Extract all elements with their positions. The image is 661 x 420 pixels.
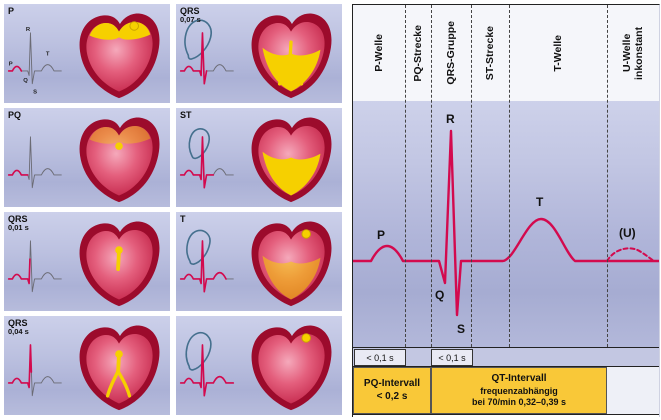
heart-illustration <box>79 13 160 99</box>
column-separator <box>405 5 406 347</box>
phase-panel-pq: PQ <box>4 108 170 207</box>
ecg-interval-diagram: P-Welle PQ-Strecke QRS-Gruppe ST-Strecke… <box>352 4 660 417</box>
column-separator <box>471 5 472 347</box>
pq-interval-box: PQ-Intervall < 0,2 s <box>353 367 431 414</box>
ecg-trace-area: P R Q S T (U) <box>353 101 659 347</box>
wave-label-u: (U) <box>619 226 636 240</box>
column-separator <box>431 5 432 347</box>
wave-label-s: S <box>457 322 465 336</box>
phase-panel-st: ST <box>176 108 342 207</box>
phase-panel-qrs-007: QRS 0,07 s <box>176 4 342 103</box>
vector-loop <box>188 128 211 160</box>
phase-label: QRS 0,04 s <box>8 318 29 337</box>
wave-label-q: Q <box>435 288 444 302</box>
heart-illustration <box>251 221 332 307</box>
column-u-welle: U-Welle inkonstant <box>620 26 645 80</box>
phase-panel-p: P P R Q S T <box>4 4 170 103</box>
heart-illustration <box>79 221 160 307</box>
mini-ecg <box>7 344 62 397</box>
heart-illustration <box>79 325 160 411</box>
phase-panel-t: T <box>176 212 342 311</box>
wave-label-p: P <box>377 228 385 242</box>
wave-label-t: T <box>536 195 544 209</box>
column-st-strecke: ST-Strecke <box>483 25 496 81</box>
phase-panel-qrs-001: QRS 0,01 s <box>4 212 170 311</box>
phase-label: P <box>8 6 15 16</box>
phase-grid: P P R Q S T QRS 0,07 s <box>4 4 342 415</box>
phase-panel-qrs-004: QRS 0,04 s <box>4 316 170 415</box>
column-t-welle: T-Welle <box>551 34 564 72</box>
column-pq-strecke: PQ-Strecke <box>411 24 424 82</box>
interval-row: PQ-Intervall < 0,2 s QT-Intervall freque… <box>353 367 659 415</box>
column-p-welle: P-Welle <box>372 34 385 72</box>
wave-letter-p: P <box>9 62 13 68</box>
mini-ecg <box>179 240 234 293</box>
duration-row: < 0,1 s < 0,1 s <box>353 347 659 367</box>
heart-illustration <box>251 13 332 99</box>
mini-ecg <box>179 344 235 397</box>
qt-interval-box: QT-Intervall frequenzabhängig bei 70/min… <box>431 367 607 414</box>
column-header-row: P-Welle PQ-Strecke QRS-Gruppe ST-Strecke… <box>353 5 659 101</box>
vector-loop <box>185 331 212 371</box>
mini-ecg <box>179 136 234 189</box>
phase-panel-final <box>176 316 342 415</box>
vector-loop <box>186 229 211 265</box>
column-qrs-gruppe: QRS-Gruppe <box>444 21 457 85</box>
wave-letter-s: S <box>33 90 37 96</box>
duration-p: < 0,1 s <box>354 349 406 366</box>
heart-illustration <box>251 325 332 411</box>
wave-letter-t: T <box>46 52 50 58</box>
mini-ecg: P R Q S T <box>7 27 62 96</box>
phase-label: T <box>180 214 186 224</box>
phase-label: QRS 0,07 s <box>180 6 201 25</box>
wave-letter-q: Q <box>23 78 28 84</box>
column-separator <box>509 5 510 347</box>
wave-letter-r: R <box>26 27 31 33</box>
duration-qrs: < 0,1 s <box>431 349 473 366</box>
phase-label: ST <box>180 110 192 120</box>
mini-ecg <box>7 136 62 189</box>
mini-ecg <box>179 32 234 85</box>
vector-loop <box>184 19 212 60</box>
heart-illustration <box>251 117 332 203</box>
wave-label-r: R <box>446 112 455 126</box>
heart-illustration <box>79 117 160 203</box>
phase-label: QRS 0,01 s <box>8 214 29 233</box>
ecg-trace: P R Q S T (U) <box>353 112 659 336</box>
mini-ecg <box>7 240 62 293</box>
phase-label: PQ <box>8 110 22 120</box>
column-separator <box>607 5 608 347</box>
